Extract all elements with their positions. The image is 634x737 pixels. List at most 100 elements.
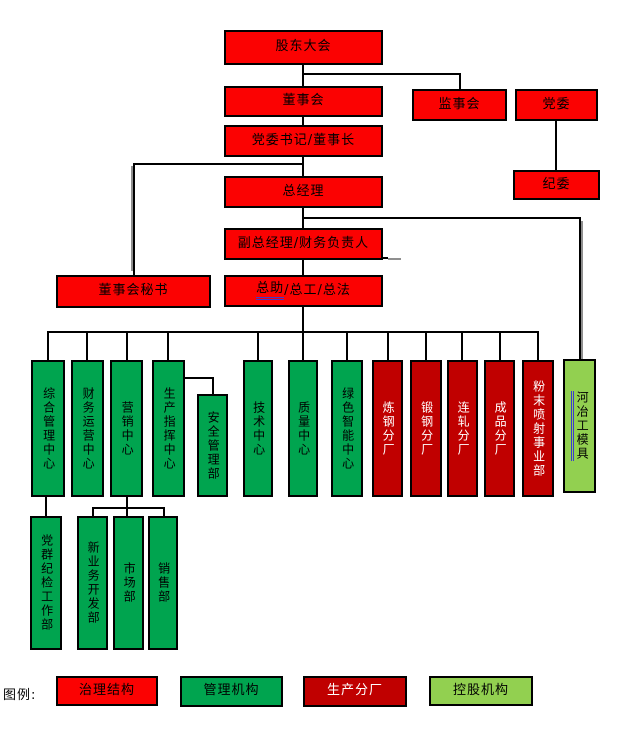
legend-item-holding: 控股机构 bbox=[429, 676, 533, 706]
connector bbox=[499, 331, 501, 360]
legend-item-label: 控股机构 bbox=[452, 682, 509, 698]
node-label: 监事会 bbox=[438, 96, 481, 112]
node-rolling-plant: 连轧分厂 bbox=[447, 360, 478, 497]
node-label: 财务运营中心 bbox=[81, 386, 96, 471]
node-label: 股东大会 bbox=[275, 39, 332, 55]
node-label: 综合管理中心 bbox=[41, 386, 56, 471]
node-label: 董事会 bbox=[282, 93, 325, 109]
node-market-dept: 市场部 bbox=[113, 516, 144, 650]
node-label: 安全管理部 bbox=[206, 410, 221, 481]
connector bbox=[92, 507, 94, 516]
node-chief-assistants: 总助/总工/总法 bbox=[224, 275, 383, 307]
node-label: 党委 bbox=[542, 96, 571, 112]
legend-item-label: 治理结构 bbox=[78, 682, 135, 698]
legend-item-governance: 治理结构 bbox=[56, 676, 158, 706]
node-heye-tool-die: 河冶工模具 bbox=[563, 359, 596, 493]
connector bbox=[302, 260, 304, 275]
connector bbox=[163, 507, 165, 516]
connector bbox=[346, 331, 348, 360]
node-deputy-gm-finance-head: 副总经理/财务负责人 bbox=[224, 228, 383, 260]
node-label: 河冶工模具 bbox=[570, 391, 589, 461]
connector bbox=[387, 331, 389, 360]
node-label: 质量中心 bbox=[296, 400, 311, 457]
node-marketing-center: 营销中心 bbox=[110, 360, 143, 497]
node-label: 绿色智能中心 bbox=[340, 386, 355, 471]
node-powder-spray-division: 粉末喷射事业部 bbox=[522, 360, 554, 497]
node-label: 锻钢分厂 bbox=[419, 400, 434, 457]
connector bbox=[212, 377, 214, 394]
connector bbox=[555, 121, 557, 170]
connector bbox=[302, 331, 304, 360]
node-label: 技术中心 bbox=[251, 400, 266, 457]
legend-item-label: 生产分厂 bbox=[326, 683, 383, 699]
node-label: 总经理 bbox=[282, 183, 325, 199]
node-forging-plant: 锻钢分厂 bbox=[410, 360, 442, 497]
connector bbox=[302, 117, 304, 125]
node-board-of-directors: 董事会 bbox=[224, 86, 383, 117]
node-new-business-dev-dept: 新业务开发部 bbox=[77, 516, 108, 650]
node-label-underlined: 总助 bbox=[256, 282, 285, 300]
legend-label: 图例: bbox=[3, 688, 37, 703]
node-party-discipline-work-dept: 党群纪检工作部 bbox=[30, 516, 62, 650]
node-label: 党委书记/董事长 bbox=[251, 132, 356, 148]
node-label: 销售部 bbox=[156, 562, 171, 604]
legend-item-management: 管理机构 bbox=[180, 676, 283, 707]
connector bbox=[537, 331, 539, 360]
connector bbox=[86, 331, 88, 360]
node-label: 市场部 bbox=[122, 562, 137, 604]
node-label: 副总经理/财务负责人 bbox=[237, 235, 370, 251]
legend-item-label: 管理机构 bbox=[203, 683, 260, 699]
connector bbox=[185, 377, 214, 379]
node-label: 炼钢分厂 bbox=[381, 400, 396, 457]
node-label: 连轧分厂 bbox=[456, 400, 471, 457]
node-sales-dept: 销售部 bbox=[148, 516, 178, 650]
node-production-command-center: 生产指挥中心 bbox=[152, 360, 185, 497]
node-technology-center: 技术中心 bbox=[243, 360, 273, 497]
connector bbox=[47, 331, 49, 360]
connector bbox=[302, 65, 304, 87]
node-label: /总工/总法 bbox=[284, 282, 351, 298]
connector bbox=[133, 163, 304, 165]
connector-shadow bbox=[131, 166, 133, 271]
connector bbox=[459, 73, 461, 89]
connector-shadow bbox=[581, 221, 583, 359]
connector bbox=[167, 331, 169, 360]
node-label: 纪委 bbox=[542, 176, 571, 192]
node-shareholders-meeting: 股东大会 bbox=[224, 30, 383, 65]
node-board-secretary: 董事会秘书 bbox=[56, 275, 211, 308]
connector bbox=[133, 163, 135, 275]
connector bbox=[302, 157, 304, 176]
connector bbox=[579, 217, 581, 359]
node-party-secretary-chairman: 党委书记/董事长 bbox=[224, 125, 383, 157]
node-quality-center: 质量中心 bbox=[288, 360, 318, 497]
node-safety-management-dept: 安全管理部 bbox=[197, 394, 228, 497]
node-finished-products-plant: 成品分厂 bbox=[484, 360, 515, 497]
connector bbox=[302, 73, 461, 75]
node-supervisory-board: 监事会 bbox=[412, 89, 507, 121]
connector bbox=[302, 307, 304, 333]
node-general-admin-center: 综合管理中心 bbox=[31, 360, 65, 497]
node-label: 粉末喷射事业部 bbox=[531, 379, 546, 478]
connector bbox=[302, 217, 581, 219]
connector bbox=[126, 331, 128, 360]
node-party-committee: 党委 bbox=[515, 89, 598, 121]
node-steelmaking-plant: 炼钢分厂 bbox=[372, 360, 403, 497]
node-label: 新业务开发部 bbox=[86, 541, 101, 625]
connector bbox=[47, 331, 539, 333]
node-label: 生产指挥中心 bbox=[162, 386, 177, 471]
connector bbox=[92, 507, 165, 509]
stray-underline-shadow bbox=[388, 258, 401, 260]
connector bbox=[45, 497, 47, 516]
node-label: 营销中心 bbox=[120, 400, 135, 457]
connector bbox=[126, 497, 128, 516]
node-general-manager: 总经理 bbox=[224, 176, 383, 208]
connector bbox=[425, 331, 427, 360]
node-discipline-committee: 纪委 bbox=[513, 170, 600, 200]
connector bbox=[461, 331, 463, 360]
node-label: 党群纪检工作部 bbox=[39, 534, 54, 632]
node-finance-operation-center: 财务运营中心 bbox=[71, 360, 104, 497]
node-green-intelligence-center: 绿色智能中心 bbox=[331, 360, 363, 497]
node-label: 董事会秘书 bbox=[98, 283, 169, 299]
connector bbox=[257, 331, 259, 360]
